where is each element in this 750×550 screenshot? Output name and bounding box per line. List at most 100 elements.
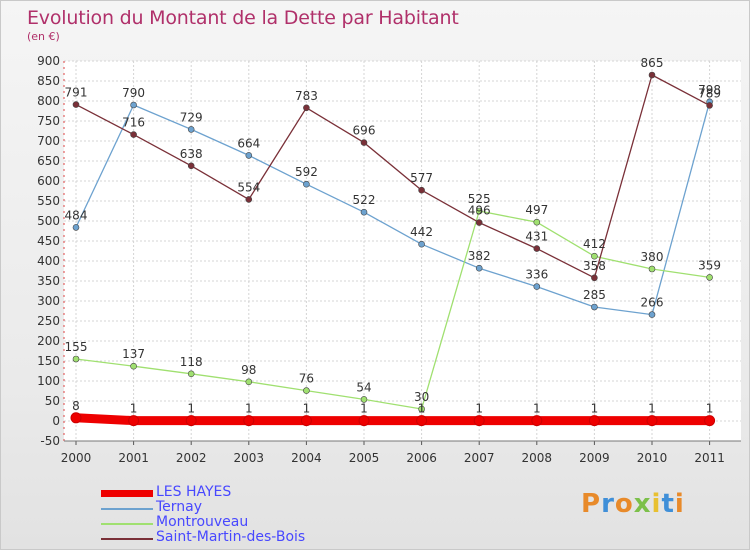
logo-letter: r [601,489,615,519]
series-line-saint-martin-des-bois [75,74,711,279]
y-tick-label: 750 [37,114,60,128]
data-label-saint-martin-des-bois: 783 [295,89,318,103]
data-point-saint-martin-des-bois [706,102,713,109]
data-label-montrouveau: 525 [468,192,491,206]
logo-letter: t [661,489,675,519]
data-label-les-hayes: 8 [72,399,80,413]
data-point-saint-martin-des-bois [72,101,80,108]
x-tick-label: 2010 [637,451,668,465]
data-point-les-hayes [243,415,255,427]
y-tick-label: 800 [37,94,60,108]
data-label-montrouveau: 118 [180,355,203,369]
data-point-les-hayes [704,415,716,427]
chart-subtitle: (en €) [27,30,60,43]
data-label-saint-martin-des-bois: 554 [237,180,260,194]
data-label-montrouveau: 54 [356,380,371,394]
data-labels: 484 790 729 664 592 522 442 382 336 285 266 798 155 1… [65,56,722,416]
data-point-les-hayes [588,415,600,427]
data-point-ternay [303,180,310,188]
data-point-ternay [187,126,195,133]
data-point-saint-martin-des-bois [591,274,598,282]
data-label-les-hayes: 1 [706,402,714,416]
data-label-montrouveau: 359 [698,258,721,272]
legend-label-montrouveau: Montrouveau [156,514,249,530]
data-point-les-hayes [185,415,197,427]
data-point-saint-martin-des-bois [187,162,195,170]
y-tick-label: 0 [52,414,60,428]
data-label-saint-martin-des-bois: 577 [410,171,433,185]
data-label-les-hayes: 1 [648,402,656,416]
data-label-ternay: 336 [525,268,548,282]
data-point-ternay [418,240,425,248]
data-label-montrouveau: 155 [65,340,88,354]
data-point-les-hayes [416,415,428,427]
proxiti-logo: Proxiti [581,489,685,519]
data-label-ternay: 798 [698,83,721,97]
data-point-les-hayes [300,415,312,427]
data-point-ternay [72,224,80,231]
y-tick-label: 850 [37,74,60,88]
data-label-ternay: 442 [410,225,433,239]
data-point-montrouveau [130,362,137,370]
data-point-montrouveau [533,218,541,226]
chart-title: Evolution du Montant de la Dette par Hab… [27,7,459,29]
data-label-saint-martin-des-bois: 716 [122,116,145,130]
data-point-ternay [360,208,368,216]
data-point-montrouveau [245,378,253,386]
data-label-les-hayes: 1 [533,402,541,416]
data-label-ternay: 729 [180,110,203,124]
data-label-les-hayes: 1 [418,402,426,416]
x-tick-label: 2009 [579,451,610,465]
data-point-saint-martin-des-bois [360,139,368,146]
x-tick-label: 2008 [522,451,553,465]
data-point-saint-martin-des-bois [245,196,253,203]
data-label-les-hayes: 1 [591,402,599,416]
data-point-saint-martin-des-bois [648,71,656,79]
data-label-saint-martin-des-bois: 358 [583,259,606,273]
data-point-montrouveau [360,396,368,403]
y-tick-label: 250 [37,314,60,328]
data-label-saint-martin-des-bois: 431 [525,230,548,244]
data-point-saint-martin-des-bois [475,219,483,226]
y-tick-label: 650 [37,154,60,168]
y-tick-label: 150 [37,354,60,368]
data-point-ternay [648,311,656,318]
x-tick-label: 2002 [176,451,207,465]
x-tick-label: 2000 [61,451,92,465]
x-tick-label: 2005 [349,451,380,465]
data-point-les-hayes [646,415,658,427]
y-tick-label: 100 [37,374,60,388]
data-point-saint-martin-des-bois [303,104,310,112]
data-label-ternay: 285 [583,288,606,302]
y-tick-label: 900 [37,54,60,68]
x-tick-label: 2004 [291,451,322,465]
grid [64,60,741,442]
data-label-montrouveau: 137 [122,347,145,361]
data-label-montrouveau: 98 [241,363,256,377]
y-tick-label: 700 [37,134,60,148]
data-point-saint-martin-des-bois [130,131,137,138]
data-point-les-hayes [70,412,82,424]
legend-swatch-les-hayes [101,490,153,497]
series-line-montrouveau [75,210,711,410]
series-line-ternay [75,101,711,316]
x-tick-label: 2007 [464,451,495,465]
y-tick-label: 550 [37,194,60,208]
legend-swatch-ternay [101,508,153,510]
series-lines [70,71,716,427]
y-tick-label: 350 [37,274,60,288]
data-label-ternay: 592 [295,165,318,179]
data-point-ternay [475,264,483,272]
logo-letter: o [614,489,634,519]
data-point-ternay [130,101,137,109]
data-point-les-hayes [358,415,370,427]
data-label-ternay: 790 [122,86,145,100]
data-label-ternay: 664 [237,136,260,150]
data-label-saint-martin-des-bois: 865 [641,56,664,70]
legend-label-les-hayes: LES HAYES [156,484,232,500]
data-label-montrouveau: 76 [299,372,314,386]
x-tick-label: 2003 [234,451,265,465]
data-point-ternay [591,303,598,311]
data-point-montrouveau [72,355,80,363]
logo-letter: i [651,489,662,519]
